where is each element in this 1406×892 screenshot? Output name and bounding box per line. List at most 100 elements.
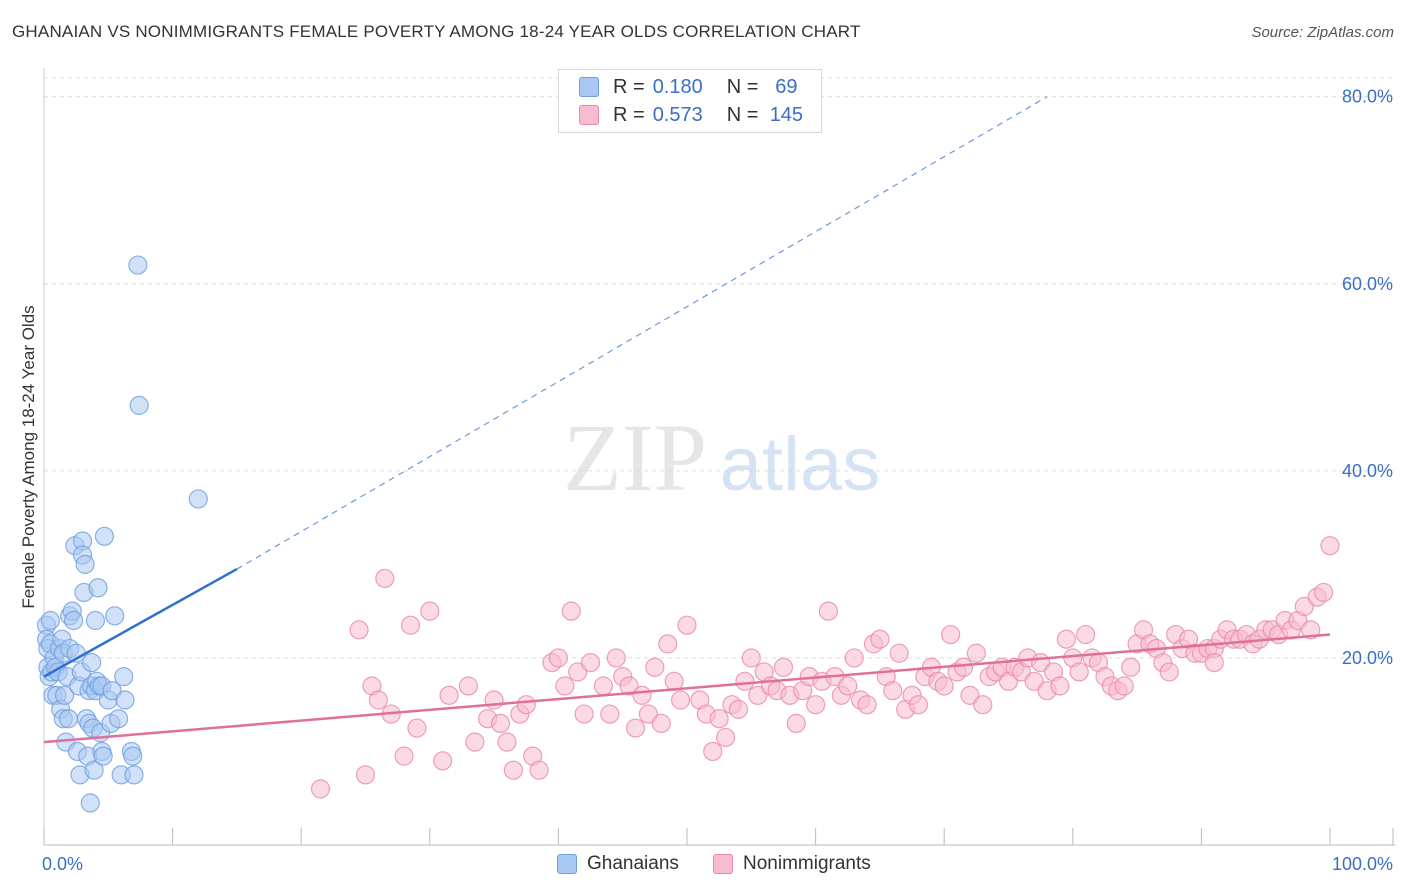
- data-point: [1313, 582, 1334, 603]
- data-point: [407, 718, 427, 738]
- y-tick-label: 60.0%: [1342, 274, 1393, 294]
- data-point: [600, 704, 620, 724]
- data-point: [651, 713, 671, 734]
- data-point: [658, 634, 678, 654]
- data-point: [625, 718, 646, 738]
- series-layer: [36, 255, 1340, 813]
- data-point: [728, 699, 749, 719]
- data-point: [805, 695, 826, 715]
- legend-n-label: N =: [726, 75, 759, 98]
- legend-n-label: N =: [726, 103, 759, 126]
- legend-n-value: 145: [769, 103, 804, 126]
- data-point: [108, 709, 129, 729]
- trend-line-ghanaians: [43, 567, 238, 678]
- data-point: [555, 676, 575, 696]
- watermark: ZIP atlas: [563, 404, 880, 511]
- data-point: [458, 676, 478, 696]
- data-point: [1114, 676, 1134, 696]
- legend-row-nonimmigrants: R = 0.573 N = 145: [579, 101, 806, 129]
- data-point: [355, 765, 376, 785]
- y-tick-label: 40.0%: [1342, 461, 1393, 481]
- chart-title: GHANAIAN VS NONIMMIGRANTS FEMALE POVERTY…: [12, 22, 861, 41]
- legend-swatch-nonimmigrants: [579, 105, 599, 125]
- data-point: [529, 760, 549, 780]
- grid-lines: [44, 77, 1395, 659]
- data-point: [128, 255, 148, 275]
- data-point: [889, 643, 909, 663]
- data-point: [58, 709, 79, 729]
- x-tick-label: 0.0%: [42, 854, 83, 874]
- data-point: [818, 601, 839, 621]
- x-tick-labels: 0.0% 100.0%: [42, 854, 1393, 874]
- data-point: [1050, 676, 1070, 696]
- watermark-zip: ZIP: [563, 404, 707, 511]
- data-point: [497, 732, 517, 752]
- data-point: [748, 685, 768, 705]
- data-point: [960, 685, 980, 705]
- data-point: [715, 727, 736, 748]
- y-axis-label: Female Poverty Among 18-24 Year Olds: [19, 305, 38, 608]
- data-point: [606, 648, 626, 668]
- data-point: [490, 713, 511, 734]
- y-tick-labels: 20.0% 40.0% 60.0% 80.0%: [1342, 87, 1393, 668]
- legend-row-ghanaians: R = 0.180 N = 69: [579, 73, 806, 101]
- data-point: [709, 709, 729, 729]
- data-point: [310, 779, 331, 799]
- data-point: [568, 662, 588, 682]
- data-point: [129, 395, 149, 415]
- y-tick-label: 80.0%: [1342, 87, 1393, 107]
- data-point: [124, 765, 144, 785]
- bottom-legend-label: Nonimmigrants: [743, 853, 871, 874]
- data-point: [1159, 662, 1179, 682]
- bottom-legend-nonimmigrants: Nonimmigrants: [713, 851, 871, 877]
- data-point: [735, 671, 755, 691]
- data-point: [88, 578, 108, 598]
- data-point: [632, 685, 652, 705]
- stats-legend: R = 0.180 N = 69 R = 0.573 N = 145: [558, 69, 822, 133]
- data-point: [400, 615, 421, 635]
- bottom-legend-swatch-ghanaians: [557, 854, 577, 874]
- data-point: [677, 615, 697, 635]
- bottom-legend-swatch-nonimmigrants: [713, 854, 733, 874]
- legend-r-value: 0.180: [652, 75, 703, 98]
- data-point: [670, 690, 691, 710]
- data-point: [394, 746, 414, 766]
- bottom-legend-ghanaians: Ghanaians: [557, 851, 679, 877]
- data-point: [1056, 629, 1076, 649]
- data-point: [439, 685, 459, 705]
- data-point: [349, 620, 369, 640]
- series-nonimmigrants: [310, 536, 1340, 799]
- data-point: [433, 751, 453, 771]
- data-point: [638, 704, 659, 724]
- data-point: [516, 695, 536, 715]
- data-point: [941, 624, 961, 645]
- data-point: [1121, 657, 1141, 677]
- data-point: [105, 606, 125, 626]
- data-point: [420, 601, 440, 621]
- data-point: [580, 653, 601, 673]
- data-point: [844, 648, 864, 668]
- data-point: [375, 568, 395, 589]
- data-point: [934, 676, 954, 696]
- data-point: [870, 629, 890, 649]
- data-point: [484, 690, 504, 710]
- legend-r-value: 0.573: [652, 103, 703, 126]
- legend-r-label: R =: [613, 103, 645, 126]
- data-point: [1294, 596, 1314, 617]
- data-point: [102, 681, 122, 701]
- data-point: [75, 554, 95, 574]
- data-point: [465, 732, 485, 752]
- legend-n-value: 69: [775, 75, 798, 98]
- data-point: [1301, 620, 1321, 640]
- data-point: [619, 676, 639, 696]
- data-point: [85, 610, 106, 631]
- data-point: [741, 648, 761, 668]
- data-point: [973, 695, 993, 715]
- axes: [43, 68, 1395, 846]
- legend-r-label: R =: [613, 75, 645, 98]
- data-point: [703, 741, 723, 762]
- data-point: [54, 685, 75, 705]
- data-point: [561, 601, 581, 621]
- data-point: [81, 653, 102, 673]
